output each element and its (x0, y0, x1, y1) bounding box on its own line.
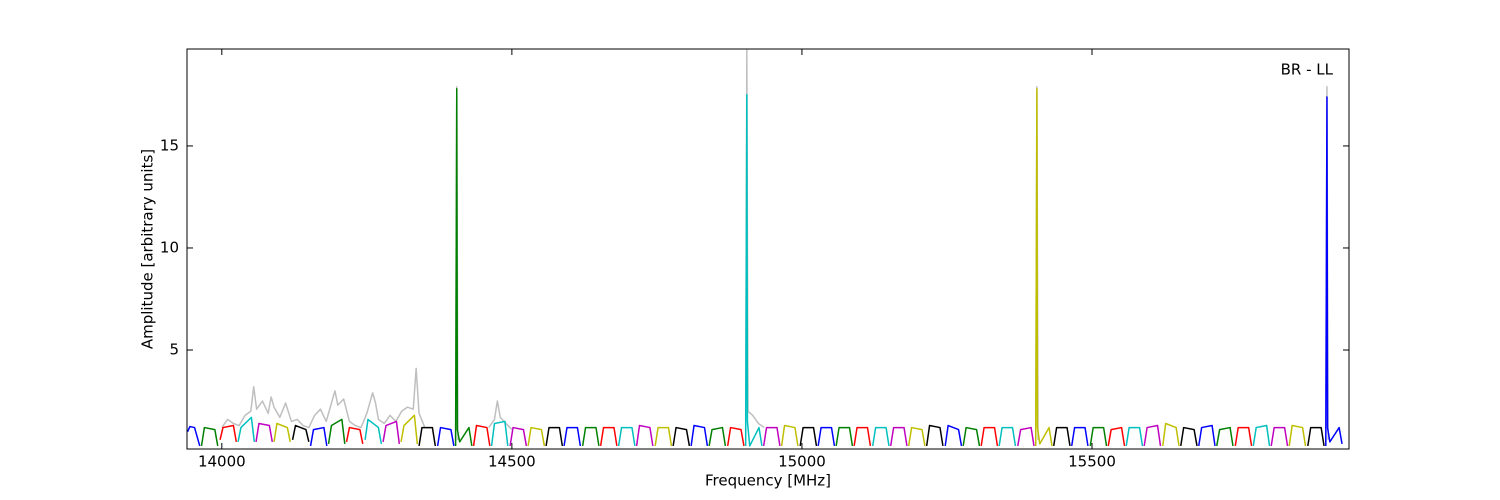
series-line (291, 424, 1325, 447)
y-axis-label: Amplitude [arbitrary units] (139, 149, 157, 349)
x-tick-label: 15500 (1068, 453, 1116, 471)
x-tick-label: 14000 (198, 453, 246, 471)
series-line (273, 88, 1307, 447)
series-line (219, 424, 1253, 447)
annotation: BR - LL (1281, 61, 1334, 79)
x-tick-label: 15000 (778, 453, 826, 471)
axes-frame (186, 48, 1350, 450)
y-tick-label: 15 (160, 136, 179, 154)
plot-area (187, 49, 1343, 447)
series-line (221, 49, 1329, 442)
y-tick-label: 5 (169, 341, 179, 359)
series-line (187, 96, 1343, 447)
y-tick-label: 10 (160, 238, 179, 256)
series-line (255, 420, 1289, 447)
series-line (200, 88, 1234, 447)
x-axis-label: Frequency [MHz] (705, 472, 831, 490)
series-line (237, 94, 1271, 447)
x-tick-label: 14500 (488, 453, 536, 471)
